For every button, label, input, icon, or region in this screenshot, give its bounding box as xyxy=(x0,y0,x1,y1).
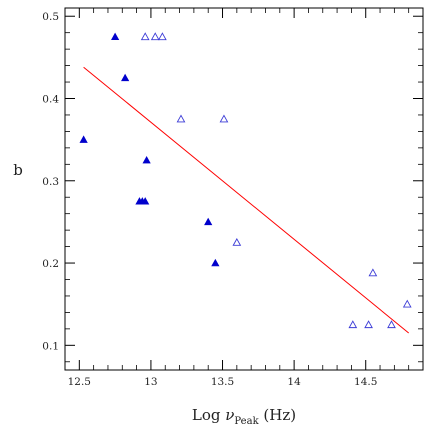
open-triangle-point xyxy=(176,114,186,123)
filled-triangle-point xyxy=(111,32,120,40)
axis-ticks xyxy=(64,8,424,370)
filled-triangle-point xyxy=(121,73,130,82)
open-triangle-point xyxy=(140,32,150,41)
fit-line xyxy=(83,66,409,334)
open-triangle-point xyxy=(368,268,378,277)
y-tick-label: 0.2 xyxy=(42,258,59,270)
tick-labels: 12.5 13 13.5 14 14.5 0.1 0.2 0.3 0.4 0.5 xyxy=(42,11,377,388)
x-tick-label: 13 xyxy=(144,376,157,388)
x-axis-title: Log νPeak (Hz) xyxy=(192,406,296,427)
filled-triangle-point xyxy=(79,135,88,143)
y-tick-label: 0.3 xyxy=(42,176,59,188)
filled-triangle-point xyxy=(211,258,220,267)
x-tick-label: 12.5 xyxy=(68,376,91,388)
open-triangle-point xyxy=(348,320,358,329)
x-axis-title-main: Log xyxy=(192,406,225,424)
x-axis-title-symbol: ν xyxy=(225,406,234,424)
y-tick-label: 0.1 xyxy=(42,340,59,352)
open-triangle-point xyxy=(150,32,160,41)
open-triangle-point xyxy=(232,237,242,246)
x-axis-title-unit: (Hz) xyxy=(259,406,296,424)
x-tick-label: 14 xyxy=(287,376,301,388)
plot-frame xyxy=(64,7,424,371)
filled-triangle-point xyxy=(142,155,151,164)
data-points xyxy=(79,32,412,329)
open-triangle-point xyxy=(387,320,396,329)
fit-line-group xyxy=(83,66,409,334)
open-triangle-point xyxy=(402,299,412,308)
y-tick-label: 0.4 xyxy=(42,94,59,106)
x-tick-label: 14.5 xyxy=(354,376,377,388)
open-triangle-point xyxy=(364,320,373,329)
x-axis-title-subscript: Peak xyxy=(234,416,259,427)
open-triangle-point xyxy=(219,114,229,123)
filled-triangle-point xyxy=(204,217,213,226)
y-tick-label: 0.5 xyxy=(42,11,59,23)
filled-triangle-point xyxy=(141,197,150,205)
x-tick-label: 13.5 xyxy=(211,376,234,388)
y-axis-title: b xyxy=(13,161,23,179)
open-triangle-point xyxy=(158,32,167,41)
